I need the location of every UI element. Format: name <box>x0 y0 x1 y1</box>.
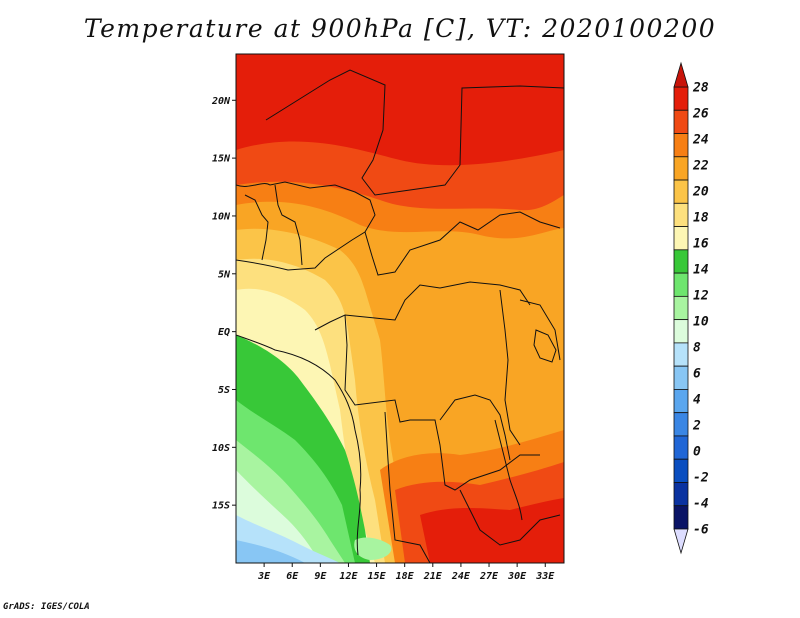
lon-tick-label: 12E <box>339 571 358 582</box>
lon-tick-label: 3E <box>257 571 271 582</box>
colorbar-label: -4 <box>693 497 709 512</box>
colorbar-label: 20 <box>692 185 709 200</box>
colorbar-swatch <box>673 482 689 507</box>
colorbar-swatch <box>673 202 689 227</box>
latitude-axis: 20N 15N 10N 5N EQ 5S 10S 15S <box>211 96 236 512</box>
lon-tick-label: 27E <box>479 571 499 582</box>
longitude-axis: 3E 6E 9E 12E 15E 18E 21E 24E 27E 30E 33E <box>257 563 555 582</box>
colorbar-label: 28 <box>692 81 709 96</box>
colorbar-swatch <box>673 249 689 274</box>
colorbar-swatch <box>673 389 689 414</box>
lon-tick-label: 9E <box>314 571 327 582</box>
lon-tick-label: 15E <box>368 571 387 582</box>
lon-tick-label: 30E <box>507 571 527 582</box>
lon-tick-label: 6E <box>286 571 299 582</box>
lon-tick-label: 33E <box>535 571 555 582</box>
lat-tick-label: 10N <box>212 211 231 222</box>
lon-tick-label: 21E <box>423 571 443 582</box>
colorbar-label: 16 <box>693 237 709 252</box>
colorbar-swatch <box>673 156 689 181</box>
lat-tick-label: EQ <box>218 327 230 338</box>
colorbar-label: 24 <box>692 133 709 148</box>
lat-tick-label: 15S <box>212 501 230 512</box>
lat-tick-label: 20N <box>211 96 231 107</box>
colorbar-swatch <box>673 272 689 297</box>
temperature-field <box>236 54 564 563</box>
lon-tick-label: 18E <box>396 571 415 582</box>
lat-tick-label: 5N <box>218 269 231 280</box>
colorbar-swatch <box>673 319 689 344</box>
map-title: Temperature at 900hPa [C], VT: 202010020… <box>83 14 717 43</box>
map-frame <box>235 53 565 564</box>
colorbar-label: 2 <box>692 419 701 434</box>
colorbar-label: -6 <box>693 523 709 538</box>
colorbar-swatch <box>673 109 689 134</box>
colorbar-swatch <box>673 435 689 460</box>
colorbar-label: 8 <box>693 341 701 356</box>
colorbar-label: 0 <box>693 445 701 460</box>
colorbar-swatch <box>673 86 689 111</box>
colorbar-swatch <box>673 458 689 483</box>
colorbar-label: 12 <box>693 289 709 304</box>
colorbar-label: -2 <box>693 471 709 486</box>
colorbar-label: 18 <box>693 211 709 226</box>
grads-credit: GrADS: IGES/COLA <box>3 602 90 612</box>
colorbar-swatch <box>673 412 689 437</box>
colorbar-label: 22 <box>692 159 709 174</box>
colorbar-label: 4 <box>693 393 701 408</box>
colorbar-swatch <box>673 179 689 204</box>
colorbar-swatch <box>673 133 689 158</box>
country-borders <box>236 69 564 563</box>
colorbar-label: 26 <box>692 107 709 122</box>
colorbar-label: 14 <box>693 263 709 278</box>
colorbar-label: 10 <box>693 315 709 330</box>
colorbar-swatch <box>673 365 689 390</box>
colorbar-label: 6 <box>693 367 701 382</box>
colorbar-bottom-arrow <box>673 528 689 555</box>
colorbar-swatch <box>673 295 689 321</box>
colorbar-swatch <box>673 226 689 251</box>
colorbar-swatch <box>673 342 689 367</box>
colorbar-swatch <box>673 505 689 530</box>
lon-tick-label: 24E <box>451 571 471 582</box>
lat-tick-label: 10S <box>212 443 230 454</box>
lat-tick-label: 15N <box>212 154 231 165</box>
lat-tick-label: 5S <box>218 385 230 396</box>
colorbar-top-arrow <box>673 61 689 88</box>
